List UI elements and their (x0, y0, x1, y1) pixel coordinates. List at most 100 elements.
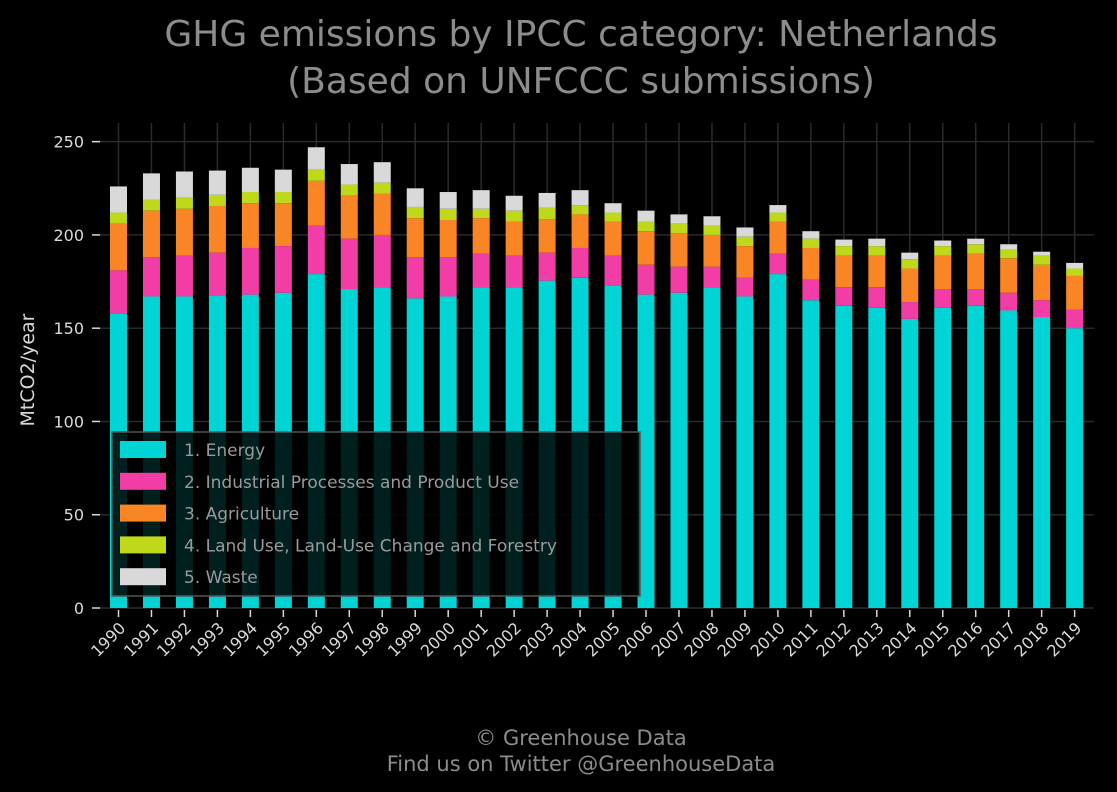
bar-2012-series-4 (835, 246, 853, 256)
bar-2015-series-3 (934, 255, 952, 290)
bar-2016-series-1 (967, 305, 985, 608)
bar-2005-series-5 (604, 203, 622, 213)
bar-2000-series-3 (439, 220, 457, 258)
bar-2003-series-4 (538, 207, 556, 220)
bar-2011-series-4 (802, 238, 820, 248)
x-tick-label-2000: 2000 (417, 618, 459, 660)
bar-2006-series-2 (637, 264, 655, 295)
bar-2004-series-5 (571, 190, 589, 206)
x-tick-label-1995: 1995 (252, 618, 294, 660)
legend-swatch-2 (120, 472, 166, 490)
legend-swatch-1 (120, 441, 166, 458)
x-tick-label-2016: 2016 (944, 618, 986, 660)
bar-1990-series-5 (110, 186, 127, 213)
x-tick-label-1991: 1991 (120, 618, 162, 660)
x-tick-label-2005: 2005 (582, 618, 624, 660)
x-tick-label-2012: 2012 (812, 618, 854, 660)
bar-2011-series-5 (802, 231, 820, 239)
x-axis: 1990199119921993199419951996199719981999… (87, 610, 1085, 661)
bar-2009-series-1 (736, 296, 754, 608)
bar-2012-series-3 (835, 255, 853, 288)
bar-2019-series-3 (1066, 275, 1084, 310)
bar-1991-series-2 (142, 257, 160, 297)
bar-2013-series-4 (868, 246, 886, 256)
bar-2010-series-4 (769, 212, 787, 222)
bar-1993-series-4 (208, 194, 226, 207)
y-axis: 0 50 100 150 200 250 (53, 133, 100, 618)
bar-2000-series-5 (439, 192, 457, 209)
bar-2019-series-4 (1066, 268, 1084, 276)
x-tick-label-2008: 2008 (681, 618, 723, 660)
bar-2009-series-4 (736, 236, 754, 247)
bar-2013-series-3 (868, 255, 886, 288)
legend-label-4: 4. Land Use, Land-Use Change and Forestr… (184, 536, 557, 556)
bar-2012-series-1 (835, 305, 853, 608)
y-tick-label: 250 (53, 133, 84, 152)
bar-1992-series-2 (175, 255, 193, 297)
bar-2012-series-5 (835, 239, 853, 247)
bar-2004-series-4 (571, 205, 589, 215)
bar-2006-series-4 (637, 221, 655, 232)
bar-2004-series-2 (571, 247, 589, 278)
bar-2010-series-1 (769, 274, 787, 608)
bar-2003-series-2 (538, 252, 556, 281)
bar-2002-series-5 (505, 195, 523, 211)
chart-title: GHG emissions by IPCC category: Netherla… (164, 14, 997, 55)
y-tick-label: 100 (53, 412, 84, 431)
legend-swatch-3 (120, 504, 166, 522)
bar-2010-series-3 (769, 221, 787, 254)
bar-1996-series-3 (307, 180, 325, 226)
bar-1999-series-3 (406, 218, 424, 258)
bar-2007-series-4 (670, 223, 688, 234)
y-axis-label: MtCO2/year (17, 313, 39, 426)
bar-1996-series-5 (307, 147, 325, 170)
bar-2010-series-2 (769, 253, 787, 275)
bar-2017-series-1 (1000, 310, 1018, 608)
bar-1992-series-5 (175, 171, 193, 198)
bar-1997-series-4 (340, 184, 358, 196)
bar-2007-series-5 (670, 214, 688, 224)
x-tick-label-1999: 1999 (384, 618, 426, 660)
bar-2017-series-5 (1000, 244, 1018, 250)
x-tick-label-2006: 2006 (615, 618, 657, 660)
bar-1993-series-5 (208, 170, 226, 195)
bar-1990-series-3 (110, 223, 127, 271)
bar-2011-series-1 (802, 300, 820, 608)
legend-swatch-4 (120, 536, 166, 554)
x-tick-label-2001: 2001 (450, 618, 492, 660)
legend-label-1: 1. Energy (184, 441, 265, 461)
bar-1997-series-3 (340, 195, 358, 239)
x-tick-label-2007: 2007 (648, 618, 690, 660)
bar-1999-series-2 (406, 257, 424, 299)
legend: 1. Energy 2. Industrial Processes and Pro… (111, 431, 641, 597)
x-tick-label-1992: 1992 (153, 618, 195, 660)
bar-1996-series-2 (307, 225, 325, 275)
bar-2018-series-5 (1033, 251, 1051, 256)
bar-2014-series-4 (901, 259, 919, 269)
bar-1990-series-2 (110, 270, 127, 314)
bar-2016-series-4 (967, 244, 985, 254)
bar-2009-series-3 (736, 246, 754, 278)
bar-2005-series-2 (604, 255, 622, 286)
x-tick-label-2010: 2010 (747, 618, 789, 660)
bar-2002-series-3 (505, 221, 523, 256)
bar-2006-series-5 (637, 210, 655, 222)
bar-2012-series-2 (835, 287, 853, 306)
bar-2015-series-4 (934, 246, 952, 256)
bar-1994-series-4 (241, 192, 259, 204)
bar-2003-series-3 (538, 219, 556, 253)
bar-2008-series-5 (703, 216, 721, 226)
bar-2015-series-1 (934, 307, 952, 608)
bar-2005-series-3 (604, 221, 622, 256)
bar-2009-series-5 (736, 227, 754, 237)
bar-2002-series-4 (505, 210, 523, 222)
bar-1995-series-4 (274, 192, 292, 204)
x-tick-label-2017: 2017 (977, 618, 1019, 660)
bar-1995-series-5 (274, 169, 292, 193)
bar-2014-series-1 (901, 318, 919, 608)
bar-2000-series-2 (439, 257, 457, 297)
bar-1993-series-3 (208, 206, 226, 253)
bar-1994-series-5 (241, 167, 259, 193)
bar-1995-series-3 (274, 203, 292, 247)
